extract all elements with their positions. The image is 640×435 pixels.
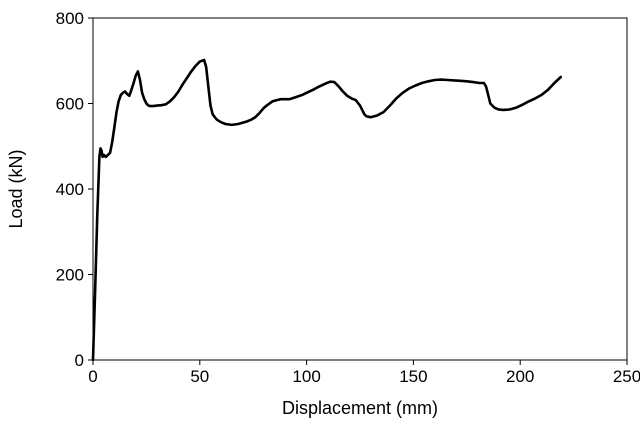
plot-frame [92,17,628,361]
y-tick-label: 800 [56,9,84,28]
x-tick-label: 0 [88,367,97,386]
y-axis-title: Load (kN) [6,149,26,228]
y-tick-label: 200 [56,266,84,285]
x-axis-ticks: 0 50 100 150 200 250 [88,360,640,386]
x-axis-title: Displacement (mm) [282,398,438,418]
x-tick-label: 100 [292,367,320,386]
y-tick-label: 0 [75,351,84,370]
x-tick-label: 150 [399,367,427,386]
x-tick-label: 50 [190,367,209,386]
x-tick-label: 200 [506,367,534,386]
y-axis-ticks: 0 200 400 600 800 [56,9,93,370]
x-tick-label: 250 [613,367,640,386]
y-tick-label: 600 [56,95,84,114]
series-line [91,58,563,362]
y-tick-label: 400 [56,180,84,199]
